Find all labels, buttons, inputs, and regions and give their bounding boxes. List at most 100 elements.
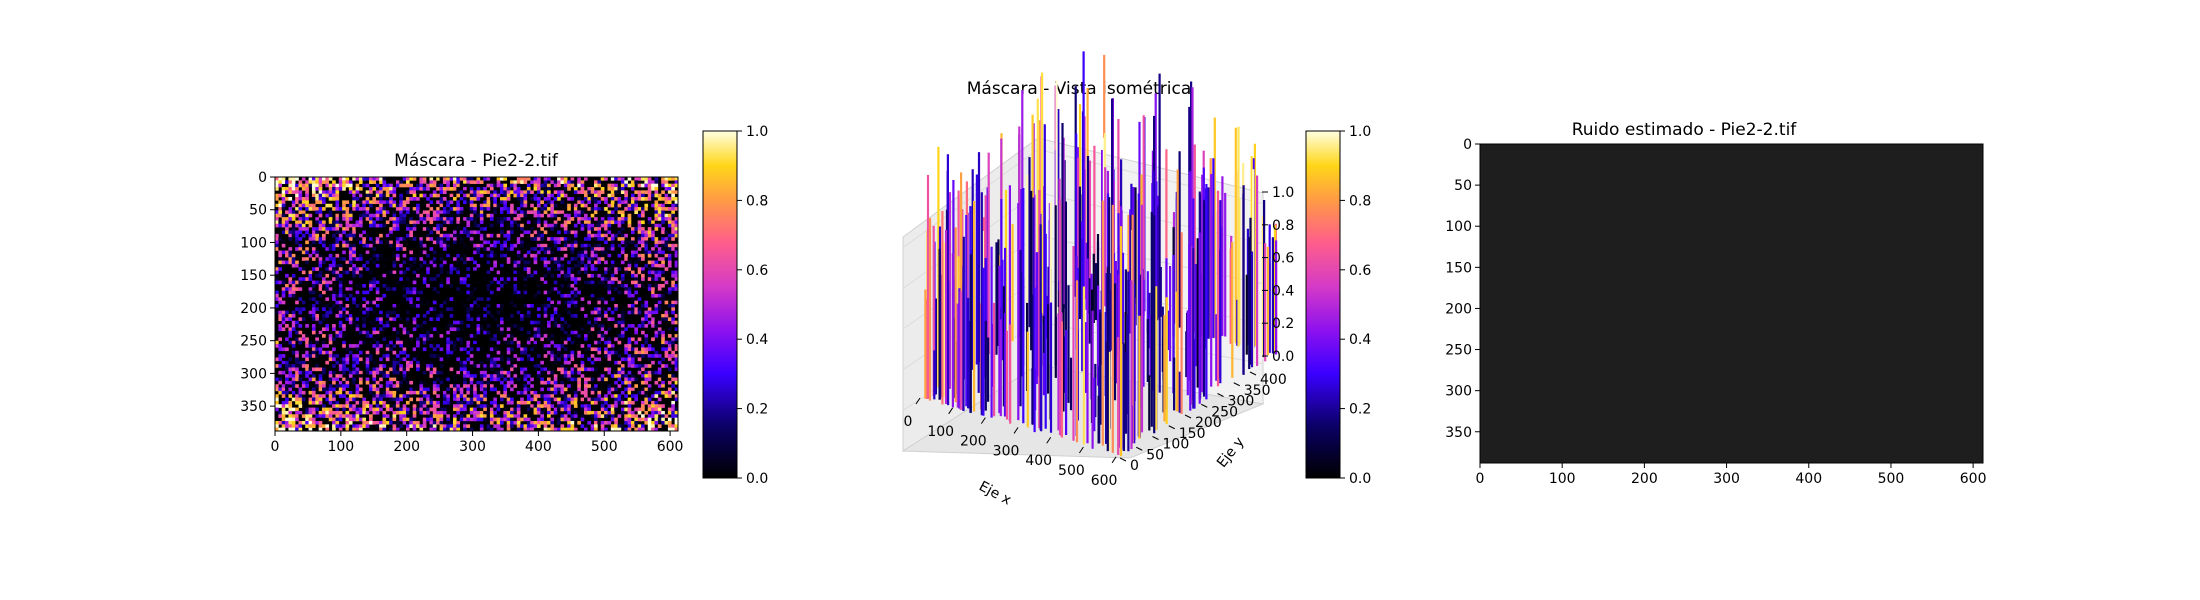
mask-pixel bbox=[342, 230, 346, 235]
mask-pixel bbox=[647, 404, 652, 408]
mask-pixel bbox=[291, 310, 296, 315]
mask-pixel bbox=[641, 414, 645, 418]
mask-pixel bbox=[594, 197, 598, 201]
mask-pixel bbox=[325, 327, 330, 332]
mask-pixel bbox=[587, 330, 591, 335]
mask-pixel bbox=[644, 263, 649, 268]
mask-pixel bbox=[647, 207, 652, 211]
mask-pixel bbox=[547, 267, 551, 271]
mask-pixel bbox=[439, 364, 444, 368]
mask-pixel bbox=[355, 370, 360, 375]
mask-pixel bbox=[372, 387, 377, 392]
mask-pixel bbox=[385, 200, 390, 205]
mask-pixel bbox=[446, 400, 450, 405]
mask-pixel bbox=[405, 297, 410, 301]
mask-pixel bbox=[352, 250, 356, 255]
mask-pixel bbox=[412, 207, 417, 211]
mask-pixel bbox=[466, 384, 471, 388]
mask-pixel bbox=[557, 260, 561, 265]
mask-pixel bbox=[661, 263, 665, 268]
mask-pixel bbox=[469, 210, 474, 215]
mask-pixel bbox=[506, 193, 511, 198]
mask-pixel bbox=[409, 357, 413, 362]
mask-pixel bbox=[442, 187, 447, 191]
mask-pixel bbox=[567, 273, 571, 278]
mask-pixel bbox=[412, 290, 417, 295]
mask-pixel bbox=[285, 273, 289, 278]
mask-pixel bbox=[449, 350, 454, 355]
mask-pixel bbox=[587, 320, 591, 325]
mask-pixel bbox=[328, 394, 333, 398]
mask-pixel bbox=[405, 407, 410, 412]
mask-pixel bbox=[422, 380, 427, 385]
mask-pixel bbox=[352, 404, 356, 408]
mask-pixel bbox=[402, 247, 407, 251]
mask-pixel bbox=[604, 397, 608, 402]
mask-pixel bbox=[311, 207, 316, 211]
mask-pixel bbox=[308, 317, 313, 322]
mask-pixel bbox=[489, 347, 494, 352]
mask-pixel bbox=[597, 334, 602, 338]
mask-pixel bbox=[607, 267, 612, 271]
mask-pixel bbox=[426, 267, 430, 271]
mask-pixel bbox=[288, 427, 293, 432]
mask-pixel bbox=[540, 257, 544, 261]
mask-pixel bbox=[523, 414, 528, 418]
mask-y-tick-label: 200 bbox=[240, 301, 267, 317]
mask-pixel bbox=[500, 330, 504, 335]
mask-pixel bbox=[664, 207, 669, 211]
mask-pixel bbox=[446, 243, 450, 248]
mask-pixel bbox=[607, 213, 612, 218]
mask-pixel bbox=[526, 330, 531, 335]
mask-pixel bbox=[607, 287, 612, 291]
mask-pixel bbox=[634, 190, 638, 195]
mask-pixel bbox=[520, 243, 524, 248]
mask-pixel bbox=[311, 267, 316, 271]
mask-pixel bbox=[476, 247, 481, 251]
mask-pixel bbox=[630, 360, 635, 365]
mask-pixel bbox=[664, 414, 669, 418]
mask-pixel bbox=[432, 223, 437, 228]
mask-pixel bbox=[298, 360, 303, 365]
mask-pixel bbox=[345, 404, 350, 408]
mask-pixel bbox=[459, 190, 464, 195]
mask-pixel bbox=[328, 340, 333, 345]
mask-pixel bbox=[456, 203, 461, 208]
mask-pixel bbox=[389, 377, 393, 382]
mask-pixel bbox=[345, 354, 350, 358]
mask-pixel bbox=[513, 367, 518, 372]
mask-pixel bbox=[395, 217, 400, 221]
mask-pixel bbox=[416, 340, 420, 345]
mask-pixel bbox=[463, 227, 467, 231]
mask-pixel bbox=[469, 227, 474, 231]
mask-pixel bbox=[315, 334, 319, 338]
mask-pixel bbox=[389, 187, 393, 191]
mask-pixel bbox=[412, 190, 417, 195]
mask-pixel bbox=[667, 243, 672, 248]
mask-pixel bbox=[496, 310, 501, 315]
mask-pixel bbox=[614, 287, 618, 291]
mask-pixel bbox=[439, 200, 444, 205]
mask-pixel bbox=[550, 180, 555, 184]
mask-pixel bbox=[335, 190, 340, 195]
mask-pixel bbox=[560, 267, 565, 271]
mask-pixel bbox=[479, 417, 484, 422]
mask-pixel bbox=[365, 240, 370, 245]
mask-pixel bbox=[570, 354, 575, 358]
mask-pixel bbox=[325, 213, 330, 218]
mask-pixel bbox=[617, 220, 622, 225]
mask-pixel bbox=[617, 187, 622, 191]
mask-pixel bbox=[630, 270, 635, 275]
mask-pixel bbox=[328, 187, 333, 191]
mask-pixel bbox=[496, 350, 501, 355]
mask-pixel bbox=[338, 374, 343, 378]
mask-pixel bbox=[516, 357, 521, 362]
mask-pixel bbox=[620, 364, 625, 368]
mask-pixel bbox=[355, 177, 360, 181]
mask-pixel bbox=[479, 253, 484, 258]
mask-pixel bbox=[466, 307, 471, 311]
mask-pixel bbox=[285, 250, 289, 255]
mask-pixel bbox=[432, 384, 437, 388]
mask-pixel bbox=[637, 424, 642, 428]
mask-pixel bbox=[500, 227, 504, 231]
